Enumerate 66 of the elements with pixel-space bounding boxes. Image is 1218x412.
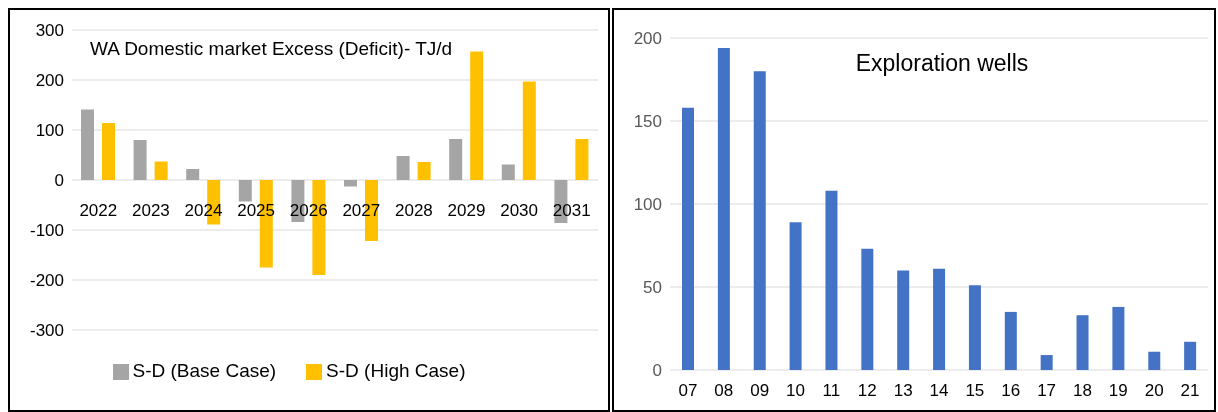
bar (682, 107, 694, 370)
bar (1184, 341, 1197, 370)
y-tick-label: 0 (54, 171, 64, 191)
x-tick-label: 21 (1180, 381, 1200, 400)
x-tick-label: 19 (1108, 381, 1128, 400)
y-tick-label: 200 (633, 29, 662, 49)
bar (154, 161, 168, 180)
x-tick-label: 14 (929, 381, 949, 400)
y-tick-label: -200 (29, 271, 64, 291)
y-tick-label: 200 (35, 71, 64, 91)
y-tick-label: 150 (633, 112, 662, 132)
bar (753, 71, 766, 370)
y-tick-label: 300 (35, 21, 64, 41)
bar (186, 169, 200, 180)
x-tick-label: 10 (786, 381, 805, 400)
bar (133, 140, 147, 180)
legend-label: S-D (High Case) (326, 360, 466, 381)
bar (1004, 311, 1017, 370)
bar (396, 156, 410, 180)
x-tick-label: 2030 (500, 201, 539, 220)
bar (1148, 351, 1161, 370)
bar (238, 180, 252, 202)
bar (522, 81, 536, 180)
bar (575, 139, 589, 180)
bar (717, 47, 730, 370)
chart-title: WA Domestic market Excess (Deficit)- TJ/d (90, 38, 453, 60)
bar (449, 139, 463, 180)
x-tick-label: 2031 (552, 201, 591, 220)
bar (102, 123, 115, 180)
x-tick-label: 08 (714, 381, 734, 400)
x-tick-label: 17 (1037, 381, 1057, 400)
x-tick-label: 16 (1001, 381, 1021, 400)
bar (861, 248, 874, 370)
x-tick-label: 2023 (131, 201, 170, 220)
bar (81, 109, 94, 180)
y-tick-label: -100 (29, 221, 64, 241)
legend-label: S-D (Base Case) (132, 360, 277, 381)
bar (470, 51, 484, 180)
bar (1040, 355, 1053, 370)
bar (344, 180, 357, 187)
text: Exploration wells (854, 50, 1030, 77)
y-tick-label: 100 (35, 121, 64, 141)
x-tick-label: 2028 (394, 201, 433, 220)
y-tick-label: 50 (643, 278, 662, 298)
x-tick-label: 09 (750, 381, 770, 400)
x-tick-label: 2022 (79, 201, 118, 220)
bar (968, 285, 981, 370)
y-tick-label: 0 (652, 361, 662, 381)
x-tick-label: 2029 (447, 201, 486, 220)
x-tick-label: 12 (857, 381, 877, 400)
bar (933, 268, 946, 370)
bar (789, 222, 802, 370)
x-tick-label: 07 (678, 381, 698, 400)
x-tick-label: 18 (1073, 381, 1092, 400)
y-tick-label: -300 (29, 321, 64, 341)
x-tick-label: 13 (893, 381, 913, 400)
bar (1112, 306, 1125, 370)
bar (501, 164, 515, 180)
bar (417, 162, 431, 180)
bar (897, 270, 910, 370)
x-tick-label: 15 (965, 381, 985, 400)
x-tick-label: 20 (1144, 381, 1164, 400)
x-tick-label: 11 (822, 381, 841, 400)
bar (825, 190, 838, 370)
bar (1076, 315, 1089, 370)
y-tick-label: 100 (633, 195, 662, 215)
